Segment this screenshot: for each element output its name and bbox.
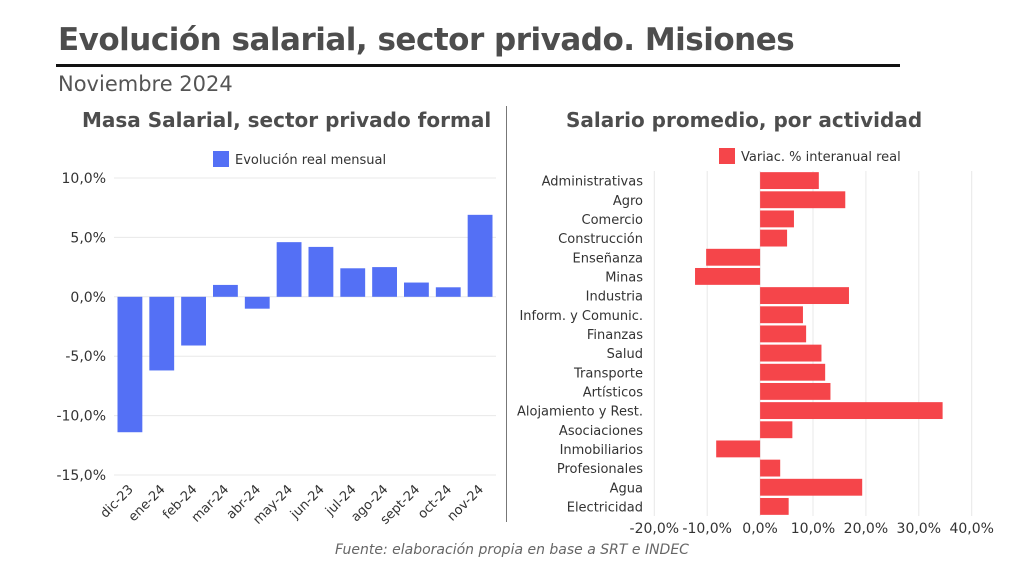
bar-Profesionales	[760, 459, 781, 477]
legend-label: Variac. % interanual real	[741, 150, 901, 165]
y-category-label: Agro	[613, 194, 643, 209]
bar-oct-24	[435, 287, 461, 297]
y-category-label: Industria	[586, 290, 643, 305]
x-tick-label: -20,0%	[630, 521, 680, 537]
bar-Administrativas	[760, 172, 819, 190]
legend-swatch	[213, 151, 229, 167]
x-tick-label: jun-24	[287, 482, 328, 523]
x-tick-label: 30,0%	[897, 521, 941, 537]
y-category-label: Electricidad	[567, 500, 643, 515]
y-category-label: Salud	[607, 347, 643, 362]
y-category-label: Transporte	[573, 366, 643, 381]
y-category-label: Construcción	[558, 232, 643, 247]
bar-Artísticos	[760, 382, 831, 400]
right-chart-title: Salario promedio, por actividad	[566, 108, 923, 132]
bar-mar-24	[213, 284, 238, 297]
y-category-label: Administrativas	[542, 175, 644, 190]
bar-ago-24	[372, 267, 397, 297]
bar-Transporte	[760, 363, 826, 381]
y-category-label: Enseñanza	[573, 251, 643, 266]
bar-Industria	[760, 287, 849, 305]
legend-swatch	[719, 148, 735, 164]
bar-Agua	[760, 478, 863, 496]
bar-dic-23	[117, 296, 143, 433]
y-category-label: Inform. y Comunic.	[519, 309, 643, 324]
bar-Inform. y Comunic.	[760, 306, 803, 324]
page-subtitle: Noviembre 2024	[58, 72, 233, 96]
y-category-label: Inmobiliarios	[560, 443, 644, 458]
bar-Finanzas	[760, 325, 807, 343]
x-tick-label: 10,0%	[791, 521, 835, 537]
x-tick-label: 0,0%	[742, 521, 778, 537]
x-tick-label: nov-24	[445, 482, 487, 524]
y-category-label: Alojamiento y Rest.	[517, 405, 643, 420]
legend-label: Evolución real mensual	[235, 153, 386, 168]
left-chart-title: Masa Salarial, sector privado formal	[82, 108, 492, 132]
bar-Inmobiliarios	[716, 440, 761, 458]
y-tick-label: 0,0%	[70, 290, 106, 306]
bar-abr-24	[244, 296, 270, 309]
y-category-label: Profesionales	[557, 462, 643, 477]
y-category-label: Asociaciones	[559, 424, 643, 439]
y-tick-label: -10,0%	[56, 409, 106, 425]
bar-sept-24	[404, 282, 429, 297]
bar-ene-24	[149, 296, 175, 371]
x-tick-label: 20,0%	[844, 521, 888, 537]
bar-nov-24	[467, 214, 493, 297]
bar-Agro	[760, 191, 846, 209]
y-category-label: Agua	[610, 481, 643, 496]
page-title: Evolución salarial, sector privado. Misi…	[58, 22, 795, 58]
bar-Electricidad	[760, 497, 789, 515]
x-tick-label: -10,0%	[682, 521, 732, 537]
y-tick-label: -5,0%	[65, 349, 106, 365]
bar-Construcción	[760, 229, 788, 247]
y-tick-label: 10,0%	[62, 171, 106, 187]
bar-Asociaciones	[760, 421, 793, 439]
x-tick-label: 40,0%	[949, 521, 993, 537]
y-category-label: Finanzas	[587, 328, 643, 343]
y-category-label: Comercio	[582, 213, 644, 228]
chart-divider	[506, 106, 507, 522]
bar-Enseñanza	[706, 248, 761, 266]
bar-Minas	[695, 267, 761, 285]
y-tick-label: -15,0%	[56, 468, 106, 484]
y-category-label: Minas	[605, 270, 643, 285]
bar-jul-24	[340, 268, 366, 297]
y-tick-label: 5,0%	[70, 230, 106, 246]
title-underline	[56, 64, 900, 67]
bar-jun-24	[308, 246, 334, 297]
source-note: Fuente: elaboración propia en base a SRT…	[335, 542, 689, 558]
bar-Comercio	[760, 210, 794, 228]
bar-may-24	[276, 242, 302, 297]
y-category-label: Artísticos	[583, 385, 644, 400]
bar-Alojamiento y Rest.	[760, 402, 943, 420]
bar-feb-24	[181, 296, 206, 346]
bar-Salud	[760, 344, 822, 362]
